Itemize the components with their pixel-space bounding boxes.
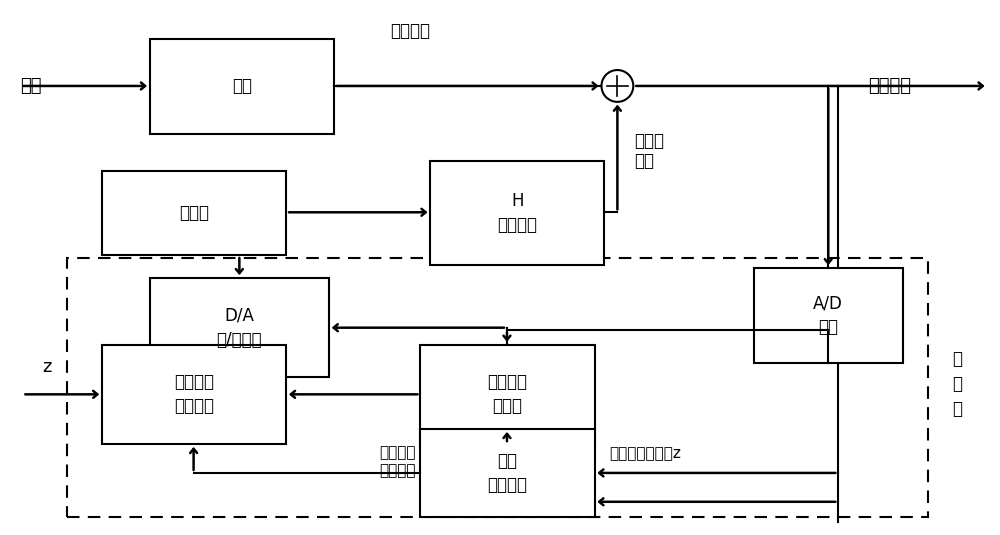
Text: 谐波基函数向量z: 谐波基函数向量z [609, 447, 681, 462]
Bar [420, 345, 595, 444]
Text: 模/数转换: 模/数转换 [217, 331, 262, 349]
Bar [150, 278, 329, 377]
Text: 谐波修正: 谐波修正 [174, 373, 214, 392]
Bar [754, 268, 903, 363]
Text: 采样: 采样 [818, 318, 838, 336]
Text: 控制输入: 控制输入 [174, 398, 214, 415]
Text: 响应: 响应 [634, 151, 654, 170]
Bar [67, 258, 928, 517]
Text: H: H [511, 192, 524, 210]
Text: 误差响应: 误差响应 [379, 446, 415, 461]
Text: 作动器: 作动器 [179, 204, 209, 222]
Text: A/D: A/D [813, 294, 843, 312]
Text: 频响修正: 频响修正 [487, 373, 527, 392]
Bar [102, 345, 286, 444]
Text: 激励响应: 激励响应 [391, 22, 431, 40]
Bar [430, 160, 604, 265]
Text: 识别: 识别 [497, 452, 517, 470]
Bar [420, 429, 595, 517]
Text: 谐波系数: 谐波系数 [487, 476, 527, 494]
Text: 控制通道: 控制通道 [497, 216, 537, 234]
Bar [150, 39, 334, 134]
Text: z: z [42, 358, 52, 377]
Text: 作动器: 作动器 [634, 132, 664, 150]
Text: 机身: 机身 [232, 78, 252, 95]
Text: D/A: D/A [224, 307, 254, 325]
Text: 控
制
器: 控 制 器 [953, 350, 963, 418]
Text: 谐波信号: 谐波信号 [379, 463, 415, 478]
Text: 激励: 激励 [21, 77, 42, 95]
Bar [102, 171, 286, 255]
Text: 自适应: 自适应 [492, 398, 522, 415]
Text: 误差响应: 误差响应 [868, 77, 911, 95]
